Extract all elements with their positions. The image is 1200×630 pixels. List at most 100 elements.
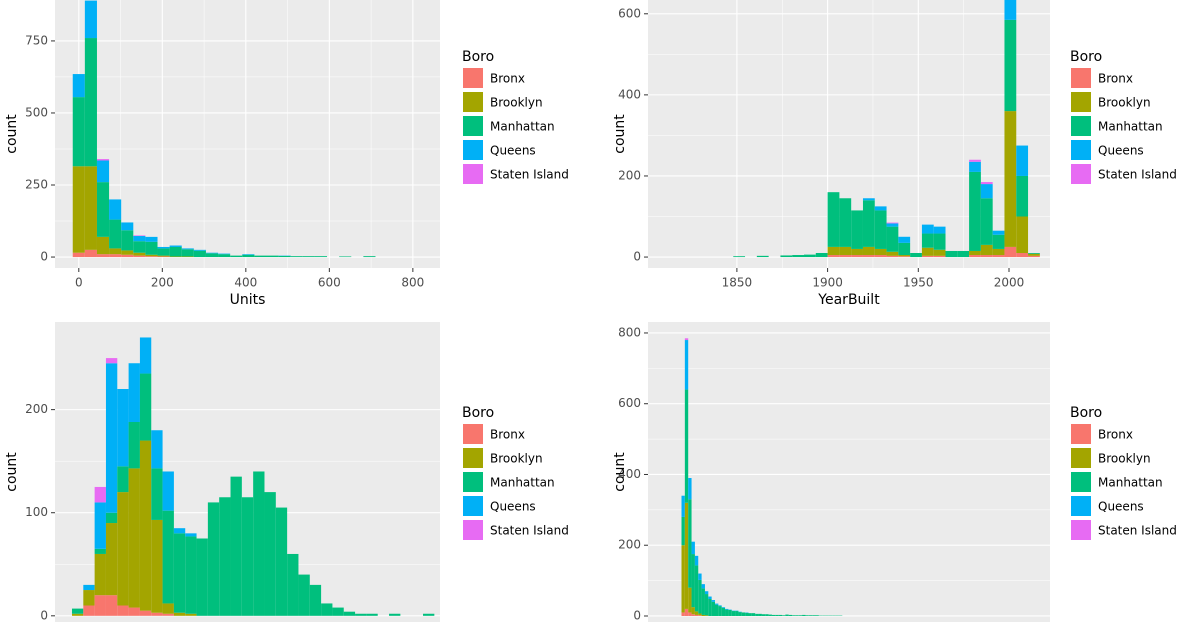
histogram-bar	[83, 590, 95, 606]
histogram-bar	[1016, 175, 1029, 217]
histogram-bar	[109, 219, 122, 249]
histogram-bar	[275, 507, 288, 616]
x-tick-label: 600	[318, 276, 341, 290]
histogram-bar	[802, 614, 806, 616]
y-tick-label: 200	[618, 538, 641, 552]
histogram-bar	[711, 601, 715, 616]
histogram-bar	[218, 254, 231, 258]
histogram-bar	[1004, 19, 1017, 112]
panel: 0 200 400 600 800 count Boro Bronx Brooklyn Manha…	[612, 322, 1177, 622]
histogram-bar	[71, 613, 84, 616]
legend-label: Queens	[1098, 500, 1144, 514]
histogram-bar	[992, 248, 1005, 256]
y-axis-title: count	[612, 452, 628, 492]
histogram-bar	[169, 246, 182, 257]
histogram-bar	[1016, 252, 1029, 258]
legend-key	[1071, 472, 1091, 492]
legend-key	[1071, 164, 1091, 184]
histogram-bar	[139, 610, 152, 616]
histogram-bar	[145, 256, 158, 258]
legend-label: Manhattan	[1098, 476, 1163, 490]
histogram-bar	[157, 255, 170, 257]
histogram-bar	[701, 588, 705, 615]
histogram-bar	[805, 615, 809, 616]
histogram-bar	[185, 613, 197, 616]
legend-label: Brooklyn	[1098, 452, 1151, 466]
y-tick-label: 0	[633, 608, 641, 622]
histogram-bar	[169, 256, 182, 258]
histogram-bar	[1028, 255, 1040, 258]
histogram-bar	[874, 248, 887, 256]
histogram-bar	[694, 565, 699, 612]
legend-label: Bronx	[490, 72, 525, 86]
histogram-bar	[241, 497, 254, 616]
histogram-bar	[715, 603, 719, 605]
histogram-bar	[185, 533, 197, 537]
legend-key	[1071, 68, 1091, 88]
histogram-bar	[339, 256, 352, 258]
histogram-bar	[133, 241, 146, 253]
histogram-bar	[139, 337, 152, 374]
histogram-bar	[778, 614, 782, 616]
histogram-bar	[242, 254, 255, 258]
histogram-bar	[898, 255, 911, 257]
bars	[681, 338, 843, 616]
histogram-bar	[792, 255, 805, 258]
y-axis-title: count	[612, 114, 628, 154]
histogram-bar	[886, 223, 899, 227]
histogram-bar	[980, 198, 993, 245]
histogram-bar	[874, 255, 887, 258]
histogram-bar	[145, 254, 158, 257]
legend-label: Bronx	[1098, 72, 1133, 86]
histogram-bar	[145, 236, 158, 242]
histogram-bar	[287, 553, 299, 616]
histogram-bar	[157, 256, 170, 258]
histogram-bar	[684, 389, 689, 503]
histogram-bar	[782, 615, 786, 616]
histogram-bar	[851, 248, 863, 256]
x-tick-label: 400	[234, 276, 257, 290]
histogram-bar	[94, 595, 106, 616]
histogram-bar	[139, 373, 152, 441]
histogram-bar	[792, 615, 796, 616]
legend-label: Staten Island	[1098, 524, 1177, 538]
legend-key	[463, 164, 483, 184]
histogram-bar	[681, 516, 685, 546]
histogram-bar	[980, 255, 993, 258]
histogram-bar	[874, 206, 887, 211]
y-tick-label: 100	[25, 505, 48, 519]
histogram-bar	[808, 615, 813, 616]
histogram-bar	[698, 573, 702, 580]
histogram-bar	[71, 608, 84, 614]
histogram-bar	[684, 338, 689, 341]
histogram-bar	[684, 340, 689, 390]
legend-label: Brooklyn	[490, 96, 543, 110]
histogram-bar	[898, 242, 911, 256]
plot-background	[648, 322, 1050, 622]
panel: 0 200 400 600 1850 1900 1950 2000 YearBuilt count…	[612, 0, 1177, 308]
histogram-bar	[253, 471, 265, 616]
legend-title: Boro	[462, 405, 494, 421]
histogram-bar	[193, 250, 206, 258]
histogram-bar	[771, 614, 776, 616]
histogram-bar	[758, 613, 762, 616]
histogram-bar	[839, 255, 852, 258]
histogram-bar	[684, 608, 689, 616]
y-tick-label: 0	[40, 250, 48, 264]
histogram-bar	[181, 256, 194, 258]
histogram-bar	[254, 255, 267, 258]
histogram-bar	[745, 612, 749, 616]
legend-label: Manhattan	[490, 476, 555, 490]
histogram-bar	[681, 495, 685, 517]
histogram-bar	[181, 249, 194, 257]
legend-label: Brooklyn	[1098, 96, 1151, 110]
histogram-bar	[117, 492, 129, 606]
histogram-bar	[921, 233, 934, 248]
histogram-bar	[133, 235, 146, 237]
histogram-bar	[389, 613, 401, 616]
histogram-bar	[105, 523, 118, 596]
histogram-bar	[933, 233, 946, 250]
legend-key	[463, 472, 483, 492]
histogram-bar	[980, 244, 993, 256]
